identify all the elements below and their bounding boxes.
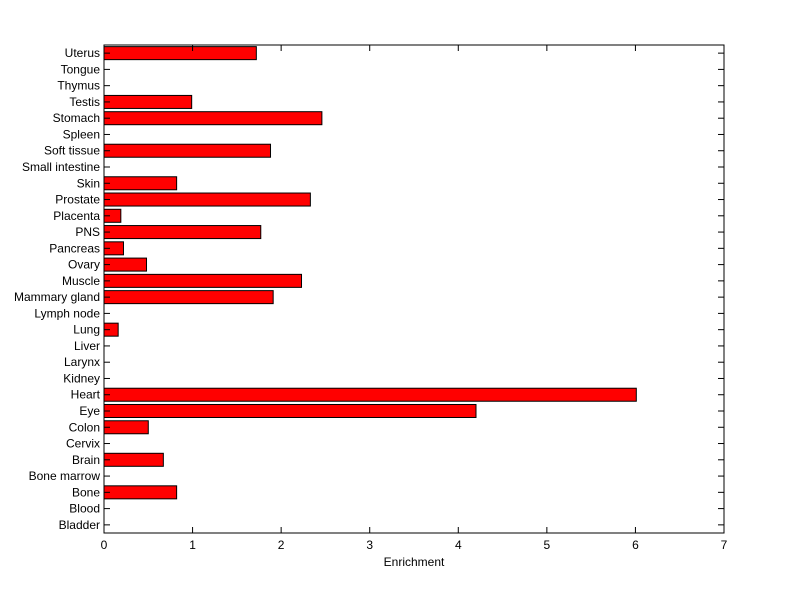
x-tick-labels: 0 1 2 3 4 5 6 7 — [101, 538, 728, 552]
y-tick-label: Uterus — [65, 46, 100, 60]
y-tick-label: Blood — [69, 502, 100, 516]
bar-mammary-gland — [103, 290, 274, 305]
x-tick-label: 4 — [455, 538, 462, 552]
x-tick-label: 5 — [544, 538, 551, 552]
bar-colon — [103, 420, 149, 435]
bar-muscle — [103, 273, 303, 288]
x-tick-label: 3 — [366, 538, 373, 552]
y-tick-label: Bone marrow — [29, 469, 101, 483]
bars-group — [103, 46, 637, 500]
y-tick-label: Colon — [69, 420, 100, 434]
bar-bone — [103, 485, 178, 500]
bar-stomach — [103, 111, 323, 126]
y-tick-label: Heart — [71, 388, 101, 402]
x-tick-label: 1 — [189, 538, 196, 552]
bar-prostate — [103, 192, 311, 207]
y-tick-label: Lung — [73, 323, 100, 337]
y-tick-label: Bladder — [59, 518, 100, 532]
y-tick-label: Larynx — [64, 355, 100, 369]
bar-testis — [103, 94, 193, 109]
x-tick-label: 7 — [721, 538, 728, 552]
bar-eye — [103, 403, 477, 419]
x-tick-label: 2 — [278, 538, 285, 552]
y-tick-label: PNS — [75, 225, 100, 239]
y-tick-label: Kidney — [63, 371, 100, 385]
y-tick-label: Ovary — [68, 258, 100, 272]
bar-heart — [103, 387, 637, 402]
y-tick-label: Skin — [77, 176, 100, 190]
y-tick-label: Lymph node — [34, 306, 100, 320]
bar-pns — [103, 225, 262, 240]
y-tick-label: Cervix — [66, 437, 100, 451]
bar-brain — [103, 452, 164, 467]
y-tick-label: Pancreas — [49, 241, 100, 255]
y-tick-label: Soft tissue — [44, 144, 100, 158]
bar-skin — [103, 176, 178, 191]
bar-ovary — [103, 257, 148, 272]
bar-soft-tissue — [103, 143, 272, 158]
y-tick-label: Muscle — [62, 274, 100, 288]
x-tick-label: 6 — [632, 538, 639, 552]
y-tick-label: Spleen — [63, 127, 100, 141]
y-tick-label: Placenta — [53, 209, 100, 223]
x-tick-label: 0 — [101, 538, 108, 552]
y-tick-label: Prostate — [55, 193, 100, 207]
y-tick-label: Eye — [79, 404, 100, 418]
y-tick-label: Thymus — [57, 79, 100, 93]
plot-frame — [103, 44, 725, 534]
x-axis-label: Enrichment — [384, 555, 445, 569]
y-tick-label: Small intestine — [22, 160, 100, 174]
y-tick-label: Bone — [72, 485, 100, 499]
y-tick-label: Mammary gland — [14, 290, 100, 304]
y-tick-label: Stomach — [53, 111, 100, 125]
y-tick-label: Brain — [72, 453, 100, 467]
bar-uterus — [103, 46, 257, 61]
y-tick-label: Liver — [74, 339, 100, 353]
y-tick-label: Tongue — [61, 62, 101, 76]
y-category-labels: Uterus Tongue Thymus Testis Stomach Spleen Sof… — [14, 46, 101, 532]
y-tick-label: Testis — [69, 95, 100, 109]
